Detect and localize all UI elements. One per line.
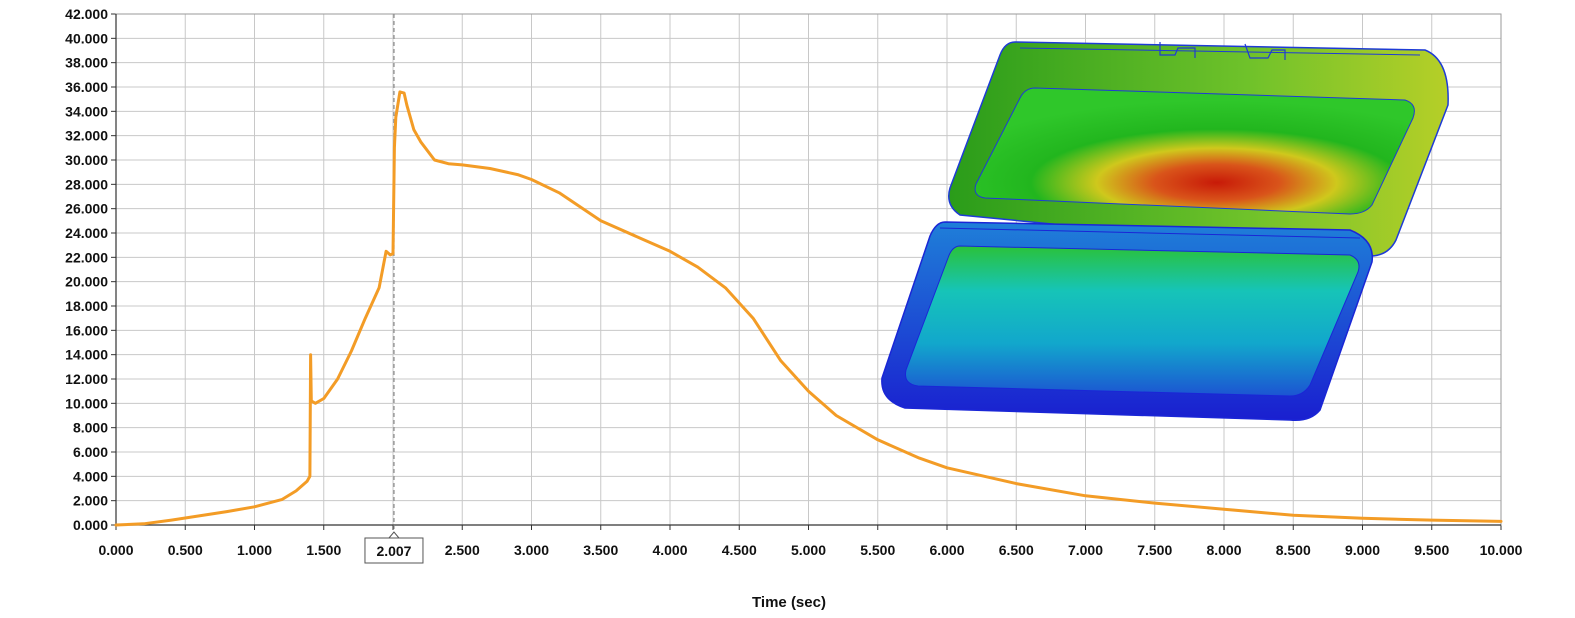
y-tick-label: 16.000 [65, 322, 108, 338]
series-line [114, 90, 1503, 527]
y-tick-label: 22.000 [65, 249, 108, 265]
x-tick-label: 5.500 [860, 542, 895, 558]
axes [111, 13, 1502, 530]
y-tick-label: 42.000 [65, 6, 108, 22]
y-tick-label: 24.000 [65, 225, 108, 241]
x-tick-label: 7.000 [1068, 542, 1103, 558]
y-tick-label: 36.000 [65, 79, 108, 95]
x-tick-label: 0.000 [98, 542, 133, 558]
y-tick-label: 40.000 [65, 30, 108, 46]
x-tick-label: 1.500 [306, 542, 341, 558]
y-tick-label: 8.000 [73, 420, 108, 436]
x-tick-label: 6.000 [929, 542, 964, 558]
x-axis-title: Time (sec) [752, 594, 826, 611]
y-tick-label: 26.000 [65, 201, 108, 217]
y-tick-label: 2.000 [73, 493, 108, 509]
x-tick-label: 7.500 [1137, 542, 1172, 558]
time-cursor[interactable]: 2.007 [364, 14, 424, 564]
y-axis-tick-labels: 0.000 2.000 4.000 6.000 8.000 10.000 12.000 14.… [65, 6, 108, 533]
x-tick-label: 3.000 [514, 542, 549, 558]
y-tick-label: 12.000 [65, 371, 108, 387]
y-tick-label: 0.000 [73, 517, 108, 533]
x-tick-label: 2.500 [445, 542, 480, 558]
x-tick-label: 3.500 [583, 542, 618, 558]
y-tick-label: 6.000 [73, 444, 108, 460]
y-tick-label: 18.000 [65, 298, 108, 314]
x-tick-label: 9.000 [1345, 542, 1380, 558]
cursor-label-box[interactable] [364, 537, 424, 564]
x-tick-label: 9.500 [1414, 542, 1449, 558]
y-tick-label: 28.000 [65, 176, 108, 192]
y-tick-label: 14.000 [65, 347, 108, 363]
x-tick-label: 1.000 [237, 542, 272, 558]
y-tick-label: 32.000 [65, 128, 108, 144]
x-tick-label: 5.000 [791, 542, 826, 558]
x-tick-label: 0.500 [168, 542, 203, 558]
x-axis-tick-labels: 0.000 0.500 1.000 1.500 2.500 3.000 3.500 4.000… [98, 542, 1522, 558]
y-tick-label: 30.000 [65, 152, 108, 168]
x-tick-label: 10.000 [1480, 542, 1523, 558]
x-tick-label: 8.500 [1276, 542, 1311, 558]
cursor-label: 2.007 [376, 543, 411, 559]
y-tick-label: 34.000 [65, 103, 108, 119]
y-tick-label: 10.000 [65, 395, 108, 411]
thermal-simulation-box-icon [881, 41, 1449, 422]
y-tick-label: 38.000 [65, 55, 108, 71]
x-tick-label: 6.500 [999, 542, 1034, 558]
x-tick-label: 4.000 [652, 542, 687, 558]
y-tick-label: 20.000 [65, 274, 108, 290]
x-tick-label: 8.000 [1206, 542, 1241, 558]
x-tick-label: 4.500 [722, 542, 757, 558]
cursor-pointer [388, 531, 400, 539]
y-tick-label: 4.000 [73, 468, 108, 484]
